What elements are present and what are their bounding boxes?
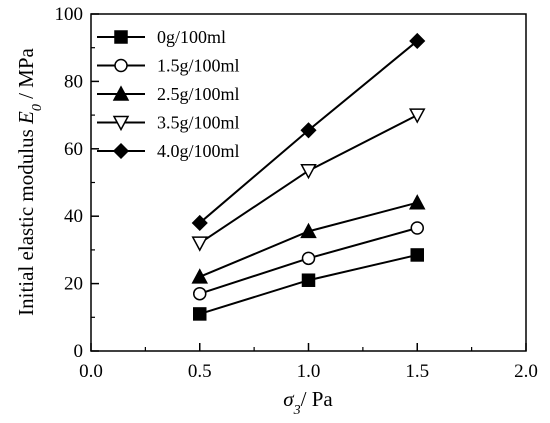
axis-tick-labels: 0.0 0.5 1.0 1.5 2.0 0 20 40 60 80 100 bbox=[55, 4, 538, 382]
series-line bbox=[199, 201, 418, 278]
x-tick-label: 0.0 bbox=[79, 361, 103, 382]
legend-marker bbox=[114, 30, 128, 44]
x-tick-label: 0.5 bbox=[188, 361, 212, 382]
legend: 0g/100ml 1.5g/100ml 2.5g/100ml 3.5g/100ml 4.… bbox=[97, 27, 240, 161]
data-point bbox=[301, 273, 316, 287]
x-tick-label: 1.0 bbox=[297, 361, 321, 382]
series-markers bbox=[191, 32, 426, 321]
y-axis-label: Initial elastic modulus E0 / MPa bbox=[14, 47, 45, 315]
legend-marker bbox=[114, 58, 128, 73]
data-point bbox=[410, 221, 424, 235]
data-point bbox=[191, 214, 208, 232]
data-point bbox=[409, 32, 426, 50]
legend-marker bbox=[112, 142, 130, 160]
legend-label: 2.5g/100ml bbox=[157, 84, 240, 104]
data-point bbox=[408, 108, 426, 124]
y-tick-label: 60 bbox=[64, 139, 83, 160]
data-point bbox=[300, 122, 317, 139]
data-point bbox=[410, 248, 424, 262]
data-point bbox=[191, 268, 209, 284]
x-tick-label: 2.0 bbox=[514, 361, 538, 382]
data-point bbox=[193, 307, 207, 321]
legend-label: 4.0g/100ml bbox=[157, 141, 240, 161]
data-point bbox=[193, 286, 207, 301]
y-tick-label: 40 bbox=[64, 206, 83, 227]
legend-label: 3.5g/100ml bbox=[157, 113, 240, 133]
x-tick-label: 1.5 bbox=[405, 361, 429, 382]
data-point bbox=[301, 251, 316, 266]
legend-label: 1.5g/100ml bbox=[157, 56, 240, 76]
legend-label: 0g/100ml bbox=[157, 27, 226, 47]
legend-marker bbox=[112, 115, 130, 132]
x-axis-label: σ3/ Pa bbox=[283, 387, 333, 418]
y-tick-label: 80 bbox=[64, 71, 83, 92]
data-point bbox=[191, 236, 209, 252]
y-tick-label: 0 bbox=[74, 341, 84, 362]
axis-ticks bbox=[90, 13, 527, 352]
data-point bbox=[300, 222, 317, 239]
y-tick-label: 20 bbox=[64, 274, 83, 295]
legend-marker bbox=[112, 85, 130, 101]
data-point bbox=[408, 194, 426, 210]
y-tick-label: 100 bbox=[55, 4, 84, 25]
data-point bbox=[300, 163, 317, 180]
